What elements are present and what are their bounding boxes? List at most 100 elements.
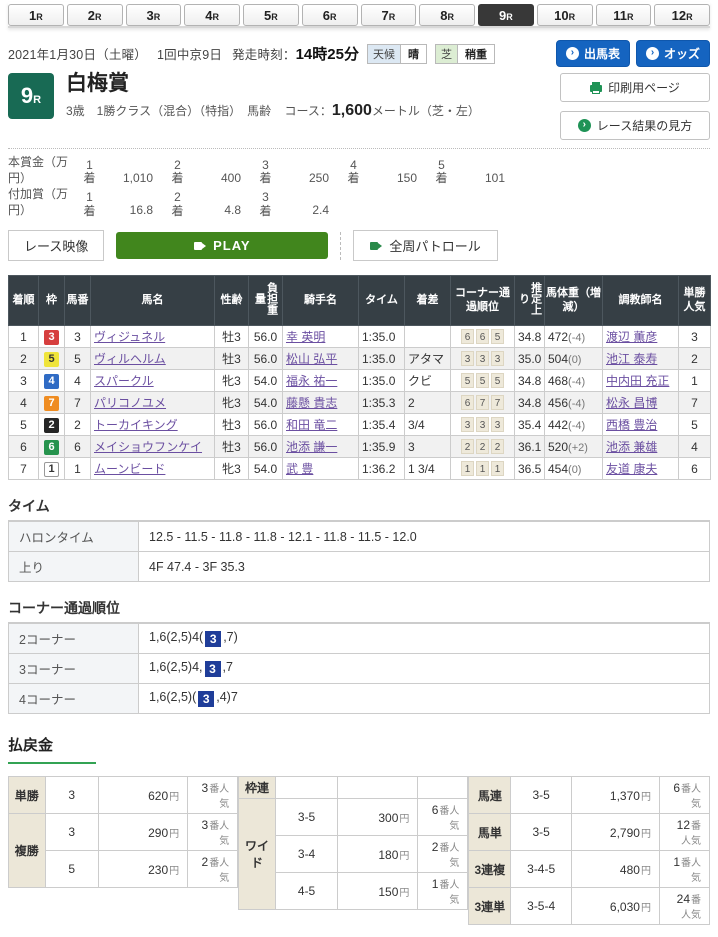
play-button[interactable]: PLAY bbox=[116, 232, 329, 260]
finish-position: 1 bbox=[8, 325, 39, 349]
results-header-row: 着順枠馬番 馬名 性齢 負担重量 騎手名 タイム 着差 コーナー通過順位 推定上り 馬体重（増減）… bbox=[8, 275, 711, 327]
finish-position: 2 bbox=[8, 347, 39, 371]
payout-amount: 300円 bbox=[337, 798, 419, 837]
jockey-link[interactable]: 福永 祐一 bbox=[286, 374, 338, 389]
horse-name-link[interactable]: パリコノユメ bbox=[94, 396, 167, 411]
estimated-last-3f: 34.8 bbox=[514, 369, 545, 393]
results-column-header: 性齢 bbox=[214, 275, 249, 327]
prize-item: 3着 2.4 bbox=[258, 187, 346, 218]
race-tab-6R[interactable]: 6R bbox=[301, 4, 358, 26]
horse-name-link[interactable]: ムーンビード bbox=[94, 462, 166, 477]
jockey-link[interactable]: 藤懸 貴志 bbox=[286, 396, 338, 411]
time-row-label: 上り bbox=[8, 551, 139, 583]
horse-weight-diff: (+2) bbox=[568, 441, 588, 454]
race-tab-10R[interactable]: 10R bbox=[536, 4, 593, 26]
corner-order-pre: 1,6(2,5)4( bbox=[149, 630, 204, 645]
horse-weight-diff: (-4) bbox=[568, 419, 586, 432]
entries-button[interactable]: › 出馬表 bbox=[555, 40, 630, 67]
prize-row: 付加賞（万円） 1着 16.8 2着 4.8 3着 2.4 bbox=[8, 187, 710, 218]
race-tab-4R[interactable]: 4R bbox=[184, 4, 240, 26]
win-favorite-rank: 4 bbox=[678, 435, 711, 459]
results-column-header: 馬番 bbox=[64, 275, 91, 327]
trainer-link[interactable]: 西橋 豊治 bbox=[606, 418, 658, 433]
results-column-header: 着差 bbox=[404, 275, 451, 327]
tab-r-suffix: R bbox=[36, 12, 43, 22]
race-tab-8R[interactable]: 8R bbox=[419, 4, 475, 26]
horse-weight-diff: (0) bbox=[568, 463, 582, 476]
horse-name-link[interactable]: ヴィルヘルム bbox=[94, 352, 166, 367]
race-tab-11R[interactable]: 11R bbox=[595, 4, 652, 26]
race-tab-3R[interactable]: 3R bbox=[125, 4, 182, 26]
race-tab-2R[interactable]: 2R bbox=[66, 4, 123, 26]
trainer-cell: 中内田 充正 bbox=[602, 369, 679, 393]
race-tab-7R[interactable]: 7R bbox=[360, 4, 417, 26]
trainer-cell: 松永 昌博 bbox=[602, 391, 679, 415]
divider bbox=[340, 231, 342, 260]
corner-position: 1 bbox=[491, 461, 504, 477]
trainer-link[interactable]: 池江 泰寿 bbox=[606, 352, 658, 367]
finish-position: 4 bbox=[8, 391, 39, 415]
prize-row-label: 本賞金（万円） bbox=[8, 155, 69, 185]
finish-time: 1:35.3 bbox=[358, 391, 405, 415]
prize-value: 150 bbox=[396, 171, 417, 186]
horse-name-link[interactable]: メイショウフンケイ bbox=[94, 440, 203, 455]
trainer-link[interactable]: 池添 兼雄 bbox=[606, 440, 658, 455]
trainer-link[interactable]: 渡辺 薫彦 bbox=[606, 330, 658, 345]
print-page-button[interactable]: 印刷用ページ bbox=[560, 73, 710, 102]
results-column-header-vertical: 推定上り bbox=[517, 282, 542, 315]
tab-number: 12 bbox=[671, 8, 687, 23]
trainer-link[interactable]: 松永 昌博 bbox=[606, 396, 658, 411]
result-guide-button[interactable]: › レース結果の見方 bbox=[560, 111, 710, 140]
payout-combination: 3 bbox=[44, 776, 99, 815]
results-column-header: 調教師名 bbox=[602, 275, 679, 327]
jockey-link[interactable]: 松山 弘平 bbox=[286, 352, 338, 367]
jockey-link[interactable]: 池添 謙一 bbox=[286, 440, 338, 455]
payout-section-title: 払戻金 bbox=[8, 734, 710, 765]
horse-name-cell: スパークル bbox=[90, 369, 215, 393]
win-favorite-rank: 3 bbox=[678, 325, 711, 349]
race-tab-12R[interactable]: 12R bbox=[654, 4, 710, 26]
impost-weight: 56.0 bbox=[248, 413, 283, 437]
tab-r-suffix: R bbox=[447, 12, 454, 22]
race-tab-5R[interactable]: 5R bbox=[243, 4, 299, 26]
results-table: 着順枠馬番 馬名 性齢 負担重量 騎手名 タイム 着差 コーナー通過順位 推定上り 馬体重（増減）… bbox=[8, 275, 711, 481]
jockey-link[interactable]: 武 豊 bbox=[286, 462, 314, 477]
horse-name-link[interactable]: スパークル bbox=[94, 374, 154, 389]
tab-number: 2 bbox=[87, 8, 95, 23]
patrol-video-button[interactable]: 全周パトロール bbox=[353, 230, 498, 262]
favorite-suffix: 番人気 bbox=[209, 784, 230, 811]
jockey-link[interactable]: 和田 竜二 bbox=[286, 418, 338, 433]
finish-time: 1:35.0 bbox=[358, 347, 405, 371]
patrol-button-label: 全周パトロール bbox=[389, 239, 481, 255]
chevron-circle-icon: › bbox=[565, 47, 579, 60]
estimated-last-3f: 36.1 bbox=[514, 435, 545, 459]
impost-weight: 56.0 bbox=[248, 435, 283, 459]
results-column-header-vertical: 負担重量 bbox=[253, 282, 278, 315]
payout-row: 馬単 3-5 2,790円 12番人気 bbox=[468, 813, 711, 852]
time-row: 上り 4F 47.4 - 3F 35.3 bbox=[8, 551, 710, 583]
yen-suffix: 円 bbox=[640, 828, 651, 840]
race-tab-1R[interactable]: 1R bbox=[8, 4, 64, 26]
payout-favorite-rank: 2番人気 bbox=[187, 850, 239, 889]
time-table: ハロンタイム 12.5 - 11.5 - 11.8 - 11.8 - 12.1 -… bbox=[8, 521, 710, 583]
finish-time: 1:35.4 bbox=[358, 413, 405, 437]
horse-name-link[interactable]: ヴィジュネル bbox=[94, 330, 166, 345]
tab-number: 10 bbox=[554, 8, 569, 23]
corner-row-value: 1,6(2,5)(3,4)7 bbox=[138, 683, 710, 715]
trainer-link[interactable]: 中内田 充正 bbox=[606, 374, 670, 389]
tab-number: 9 bbox=[499, 8, 507, 23]
results-column-header: コーナー通過順位 bbox=[450, 275, 515, 327]
odds-button[interactable]: › オッズ bbox=[635, 40, 710, 67]
payout-favorite-rank: 6番人気 bbox=[658, 776, 711, 815]
trainer-link[interactable]: 友道 康夫 bbox=[606, 462, 658, 477]
track-condition-badge: 芝 稍重 bbox=[434, 43, 495, 64]
jockey-link[interactable]: 幸 英明 bbox=[286, 330, 326, 345]
finish-position: 6 bbox=[8, 435, 39, 459]
race-tab-9R[interactable]: 9R bbox=[478, 4, 534, 26]
horse-name-link[interactable]: トーカイキング bbox=[94, 418, 178, 433]
corner-order-pre: 1,6(2,5)( bbox=[149, 690, 197, 705]
prize-value: 1,010 bbox=[122, 171, 153, 186]
corner-position: 1 bbox=[461, 461, 474, 477]
